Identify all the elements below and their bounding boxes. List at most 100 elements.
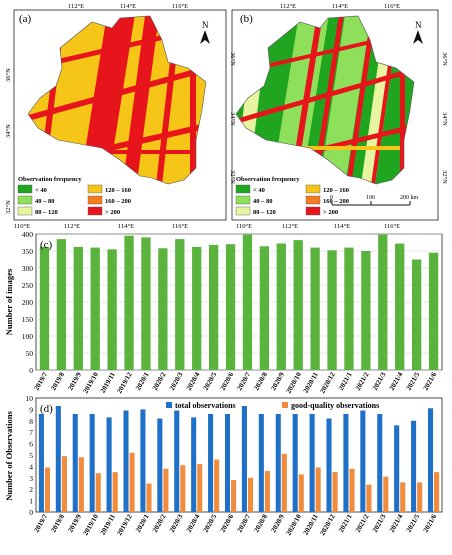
bar-total-2020-2 [157,418,163,512]
lon-top-a-112: 112°E [68,3,84,10]
bar-c-2021-4 [395,243,405,370]
plot-frame-d [35,397,443,513]
bar-good-2021-6 [434,472,440,512]
scale-label-200: 200 km [400,195,419,201]
bar-c-2020-8 [259,246,270,370]
y-tick-d-1: 1 [29,497,33,506]
bar-total-2021-2 [360,410,366,512]
x-tick-d-5: 2019/12 [115,513,134,537]
lon-bottom-a-110: 110°E [14,223,30,230]
legend-swatch-1-4 [235,206,251,216]
x-tick-d-3: 2019/10 [82,513,101,537]
bar-c-2020-7 [242,234,253,370]
bar-total-2020-1 [140,409,146,512]
lat-right-b-36: 36°N [441,52,448,66]
scale-label-100: 100 [366,195,375,201]
y-ticks-d: 0 1 2 3 4 5 6 7 8 9 10 [26,394,34,517]
lat-right-b-32: 32°N [441,170,448,184]
bar-total-2019-11 [106,417,112,512]
y-axis-label-c: Number of images [4,268,14,335]
bar-c-2020-6 [225,244,236,370]
bar-total-2020-7 [241,405,247,512]
legend-swatch-1-3 [305,195,321,205]
y-tick-c-2: 100 [22,332,34,341]
bar-c-2020-5 [208,244,219,370]
legend-label-1-3: 160 – 200 [323,198,349,205]
bar-good-2020-6 [231,480,237,512]
bar-good-2020-5 [214,459,220,512]
lon-bottom-a-114: 114°E [118,223,134,230]
legend-swatch-0-3 [87,195,103,205]
lat-right-a-32: 32°N [229,170,236,184]
x-tick-c-11: 2020/6 [219,371,236,392]
bar-c-2021-2 [361,251,371,370]
bar-good-2021-4 [400,482,406,512]
x-tick-d-19: 2021/2 [354,513,371,534]
legend-label-0-2: 40 – 80 [35,198,55,205]
bar-c-2021-6 [428,252,439,370]
legend-swatch-total [166,402,172,408]
bar-good-2021-2 [366,484,372,512]
bar-c-2019-8 [56,239,67,370]
map-legend-a: Observation frequency < 40 120 – 160 40 – … [17,176,131,216]
x-tick-c-20: 2021/3 [371,371,388,392]
north-arrow-icon-a: N [200,20,210,44]
bar-total-2019-7 [38,413,44,512]
x-tick-c-17: 2020/12 [318,371,337,395]
x-tick-c-1: 2019/8 [49,371,66,392]
panel-label-d: (d) [40,403,53,415]
bar-c-2020-4 [192,246,202,370]
y-tick-d-4: 4 [29,462,33,471]
bar-good-2020-10 [298,474,304,512]
bar-total-2020-4 [191,417,197,512]
bar-good-2020-2 [163,468,169,512]
x-tick-d-12: 2020/7 [236,513,253,534]
bar-c-2021-5 [411,259,422,370]
y-tick-d-3: 3 [29,474,33,483]
lat-right-a-34: 34°N [229,112,236,126]
x-tick-c-3: 2019/10 [82,371,101,395]
y-tick-d-6: 6 [29,440,33,449]
bar-total-2020-10 [292,413,298,512]
map-panel-b: (b) N Observation frequenc [231,9,439,221]
y-tick-d-8: 8 [29,417,33,426]
legend-label-1-1: 120 – 160 [323,187,349,194]
legend-label-total: total observations [175,401,236,410]
legend-label-0-1: 120 – 160 [105,187,131,194]
north-label-b: N [415,20,422,30]
scale-label-0: 0 [330,195,333,201]
bar-c-2020-12 [327,250,337,370]
legend-label-0-4: 80 – 120 [35,209,58,216]
north-arrow-icon-b: N [413,20,423,44]
bar-total-2020-11 [309,413,315,512]
x-tick-c-12: 2020/7 [236,371,253,392]
legend-swatch-0-0 [17,184,33,194]
bar-good-2019-8 [61,456,67,512]
panel-label-c: (c) [40,239,53,251]
bar-c-2019-9 [73,246,83,370]
bar-total-2019-8 [55,405,61,512]
x-tick-c-19: 2021/2 [354,371,371,392]
bar-c-2020-11 [310,247,320,370]
bar-total-2020-3 [174,410,180,512]
legend-label-0-0: < 40 [35,187,47,194]
bar-good-2020-9 [281,453,287,512]
x-tick-c-8: 2020/3 [168,371,185,392]
bar-good-2020-3 [180,465,186,512]
x-tick-c-6: 2020/1 [134,371,151,392]
legend-swatch-0-2 [17,195,33,205]
y-tick-c-8: 400 [22,230,34,239]
legend-swatch-0-1 [87,184,103,194]
y-tick-d-10: 10 [26,394,34,403]
bar-good-2021-3 [383,476,389,512]
bar-good-2019-11 [112,472,118,512]
y-tick-d-0: 0 [29,508,33,517]
lat-left-a-32: 32°N [5,200,12,214]
bar-good-2021-1 [349,468,355,512]
bar-good-2019-9 [78,457,84,512]
lat-right-a-36: 36°N [229,52,236,66]
